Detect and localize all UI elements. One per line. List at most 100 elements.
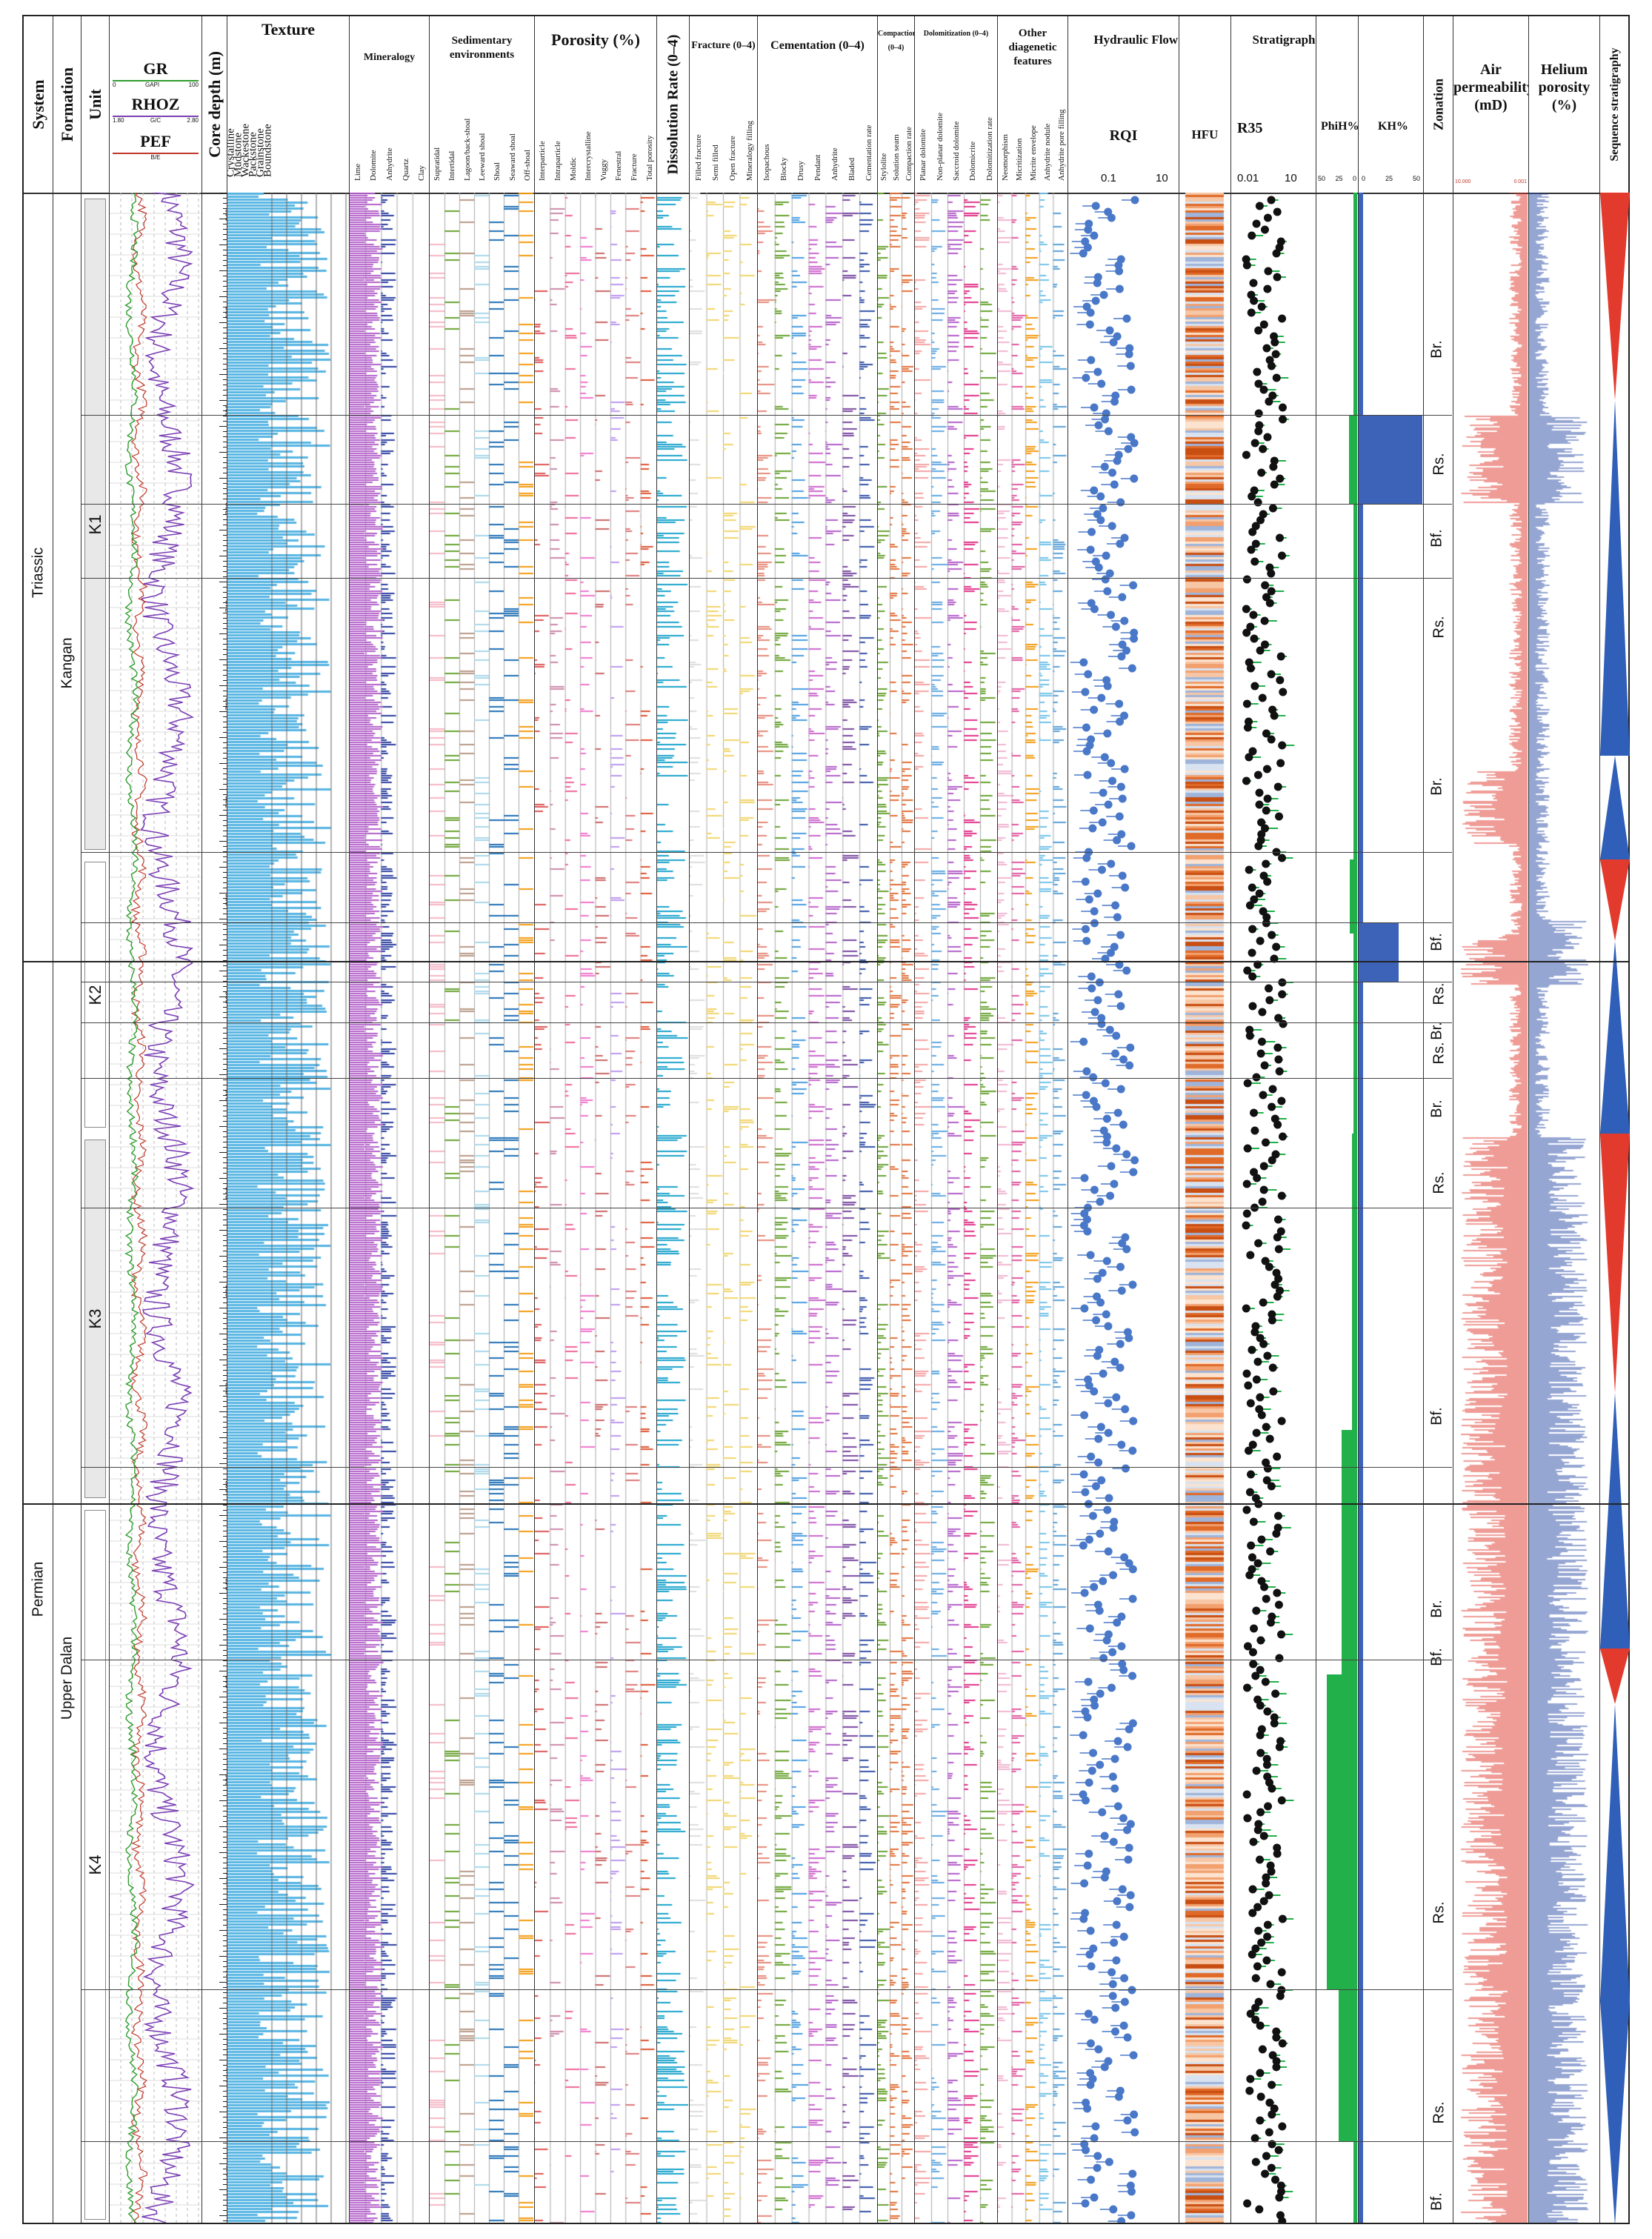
rhoz-unit: G/C: [150, 117, 161, 124]
por-sub-label-text-5: Fenestral: [614, 150, 624, 181]
other-sub-label-text-4: Anhydrite pore filling: [1056, 109, 1066, 181]
rqi-tick-high: 10: [1156, 172, 1168, 184]
phih-column: PhiH% 50 25 0: [1316, 16, 1359, 2223]
zone-label-11: Bf.: [1428, 1407, 1445, 1425]
zone-label-4: Br.: [1428, 777, 1445, 796]
unit-column: Unit K1 K2 K3 K4: [81, 16, 110, 2223]
comp-sub-label-2: Compaction rate: [904, 82, 914, 190]
dolo-sub-label-3: Dolomicrite: [967, 82, 978, 190]
other-sub-label-3: Anhydrite nodule: [1042, 82, 1053, 190]
comp-sub-label-text-2: Compaction rate: [904, 126, 913, 181]
rhoz-min: 1.80: [113, 117, 124, 124]
sed-sub-label-text-5: Seaward shoal: [507, 133, 517, 181]
sed-sub-label-text-2: Lagoon/back-shoal: [462, 118, 472, 181]
cem-sub-label-5: Bladed: [847, 82, 857, 190]
comp-sub-label-1: Solution seam: [891, 82, 902, 190]
cementation-column: Cementation (0–4) Isopachous Blocky Drusy P…: [758, 16, 878, 2223]
sed-sub-label-text-3: Leeward shoal: [478, 133, 487, 181]
por-sub-label-text-1: Intraparticle: [553, 141, 562, 181]
texture-header: Texture: [261, 20, 316, 39]
zone-label-3: Rs.: [1430, 616, 1448, 639]
sed-sub-label-2: Lagoon/back-shoal: [462, 82, 473, 190]
r35-column: Stratigraphic Modified Lorenz Plot R35 0…: [1231, 16, 1316, 2223]
zone-label-13: Bf.: [1428, 1648, 1445, 1666]
mineralogy-column: Mineralogy Lime Dolomite Anhydrite Quartz Cl…: [350, 16, 430, 2223]
smlp-header: Stratigraphic Modified Lorenz Plot: [1252, 33, 1316, 47]
unit-block-1: K2: [84, 862, 106, 1128]
frac-sub-label-text-1: Semi filled: [710, 144, 720, 181]
fracture-column: Fracture (0–4) Filled fracture Semi fille…: [690, 16, 758, 2223]
dolo-sub-label-text-1: Non-planar dolomite: [935, 113, 945, 181]
depth-tick-1000: 1000: [225, 1872, 227, 1889]
min-sub-label-text-4: Clay: [417, 165, 427, 181]
min-sub-label-1: Dolomite: [368, 82, 379, 190]
cementation-header: Cementation (0–4): [770, 39, 865, 52]
kh-tick-2: 50: [1412, 175, 1420, 182]
r35-header: R35: [1237, 120, 1263, 136]
rqi-header: RQI: [1109, 127, 1138, 144]
other-sub-label-text-3: Anhydrite nodule: [1042, 123, 1052, 181]
por-sub-label-3: Intercrystalline: [583, 82, 593, 190]
dolo-sub-label-4: Dolomitization rate: [985, 82, 995, 190]
air-permeability-column: Air permeability (mD) 10.000 0.001: [1453, 16, 1529, 2223]
zone-label-9: Br.: [1428, 1099, 1445, 1118]
cem-sub-label-text-2: Drusy: [796, 161, 805, 181]
hfu-header: Hydraulic Flow Unit: [1093, 33, 1179, 47]
unit-header: Unit: [85, 89, 104, 120]
depth-tick-940: 940: [225, 1578, 227, 1591]
hfu-label: HFU: [1191, 127, 1219, 142]
zone-label-10: Rs.: [1430, 1171, 1448, 1194]
pef-log-label: PEF: [140, 132, 171, 150]
frac-sub-label-2: Open fracture: [727, 82, 738, 190]
dissolution-column: Dissolution Rate (0–4): [657, 16, 690, 2223]
tex-sub-label-5: Boundstone: [262, 82, 274, 190]
comp-sub-label-text-1: Solution seam: [892, 134, 901, 181]
zone-label-12: Br.: [1428, 1600, 1445, 1618]
por-sub-label-0: Interparticle: [537, 82, 547, 190]
compaction-track: [878, 193, 913, 2223]
other-diagenetic-header: Other diagenetic features: [1008, 27, 1057, 67]
system-permian: Permian: [30, 1561, 46, 1617]
frac-sub-label-3: Mineralogy filling: [745, 82, 755, 190]
por-sub-label-text-7: Total porosity: [645, 135, 654, 181]
dissolution-track: [657, 193, 688, 2223]
por-sub-label-6: Fracture: [629, 82, 639, 190]
sed-sub-label-6: Off-shoal: [522, 82, 533, 190]
other-sub-label-2: Micrite envelope: [1028, 82, 1039, 190]
zone-label-15: Rs.: [1430, 2101, 1448, 2124]
texture-track: [227, 193, 348, 2223]
zone-label-0: Br.: [1428, 340, 1445, 359]
kh-tick-0: 0: [1362, 175, 1366, 182]
dissolution-header: Dissolution Rate (0–4): [665, 34, 681, 175]
dolo-sub-label-text-3: Dolomicrite: [968, 141, 978, 181]
gr-unit: GAPI: [144, 81, 160, 88]
core-depth-header: Core depth (m): [204, 51, 224, 158]
comp-sub-label-text-0: Stylolite: [879, 153, 889, 181]
tex-sub-label-text-5: Boundstone: [262, 124, 274, 177]
phih-tick-2: 0: [1352, 175, 1356, 182]
helium-por-track: [1529, 193, 1599, 2223]
formation-header: Formation: [57, 67, 76, 142]
rqi-plot: [1070, 196, 1139, 2223]
depth-tick-900: 900: [225, 1383, 227, 1395]
sed-env-header: Sedimentary environments: [449, 35, 515, 61]
zone-label-5: Bf.: [1428, 933, 1445, 951]
min-sub-label-text-0: Lime: [353, 163, 362, 181]
r35-tick-low: 0.01: [1237, 172, 1259, 184]
seq-strat-header: Sequence stratigraphy: [1608, 47, 1621, 162]
kh-tick-1: 25: [1385, 175, 1393, 182]
sed-sub-label-5: Seaward shoal: [507, 82, 518, 190]
unit-block-2: K3: [84, 1140, 106, 1498]
sedimentary-environments-column: Sedimentary environments Supratidal Inter…: [430, 16, 535, 2223]
r35-tick-high: 10: [1285, 172, 1297, 184]
frac-sub-label-1: Semi filled: [710, 82, 721, 190]
cem-sub-label-text-0: Isopachous: [762, 144, 771, 182]
other-sub-label-text-2: Micrite envelope: [1028, 125, 1038, 181]
dolo-sub-label-2: Saccroid dolomite: [951, 82, 962, 190]
unit-label-k2: K2: [85, 985, 104, 1005]
min-sub-label-text-2: Anhydrite: [385, 147, 394, 181]
gr-log-label: GR: [143, 59, 168, 78]
hfu-track: [1179, 193, 1230, 2223]
dolomitization-header: Dolomitization (0–4): [923, 30, 989, 38]
mineralogy-header: Mineralogy: [363, 52, 416, 63]
